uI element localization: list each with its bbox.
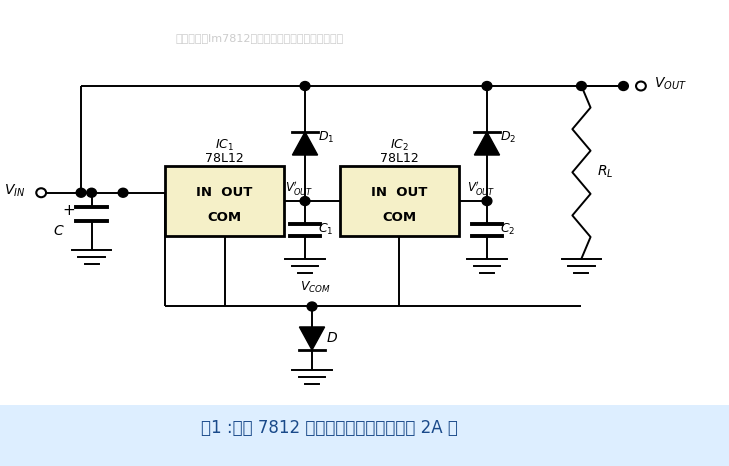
Circle shape (118, 188, 128, 197)
Text: IN  OUT: IN OUT (196, 186, 253, 199)
Circle shape (300, 82, 310, 90)
Circle shape (300, 197, 310, 206)
Circle shape (87, 188, 96, 197)
FancyBboxPatch shape (165, 166, 284, 236)
Text: IN  OUT: IN OUT (371, 186, 428, 199)
Text: $V_{OUT}'$: $V_{OUT}'$ (467, 179, 496, 197)
Circle shape (76, 188, 86, 197)
Text: $V_{OUT}'$: $V_{OUT}'$ (285, 179, 313, 197)
Text: $D$: $D$ (326, 331, 338, 345)
Text: COM: COM (208, 211, 241, 224)
Text: $IC_2$: $IC_2$ (390, 138, 409, 153)
Circle shape (482, 197, 492, 206)
Text: $V_{OUT}$: $V_{OUT}$ (653, 76, 687, 92)
Polygon shape (292, 132, 318, 155)
Text: $IC_1$: $IC_1$ (215, 138, 234, 153)
Polygon shape (475, 132, 499, 155)
Circle shape (577, 82, 586, 90)
Circle shape (482, 82, 492, 90)
Text: 78L12: 78L12 (205, 152, 244, 164)
Text: $V_{IN}$: $V_{IN}$ (4, 183, 26, 199)
Polygon shape (300, 327, 324, 350)
Text: $C$: $C$ (53, 224, 65, 238)
Text: $C_2$: $C_2$ (499, 222, 515, 237)
Text: +: + (63, 203, 76, 218)
Text: 图1 :两只 7812 并联，将输出电流加倍至 2A 。: 图1 :两只 7812 并联，将输出电流加倍至 2A 。 (201, 419, 458, 437)
Text: $C_1$: $C_1$ (318, 222, 333, 237)
Text: 78L12: 78L12 (380, 152, 419, 164)
Text: $D_1$: $D_1$ (318, 130, 334, 144)
Text: $R_L$: $R_L$ (597, 164, 613, 180)
Text: $D_2$: $D_2$ (499, 130, 516, 144)
Circle shape (618, 82, 628, 90)
Text: $V_{COM}$: $V_{COM}$ (300, 280, 331, 295)
FancyBboxPatch shape (340, 166, 459, 236)
Text: COM: COM (383, 211, 416, 224)
Circle shape (307, 302, 317, 311)
Text: 如何只使用lm7812系列实现三端稳压器扩流的方法: 如何只使用lm7812系列实现三端稳压器扩流的方法 (176, 33, 343, 43)
